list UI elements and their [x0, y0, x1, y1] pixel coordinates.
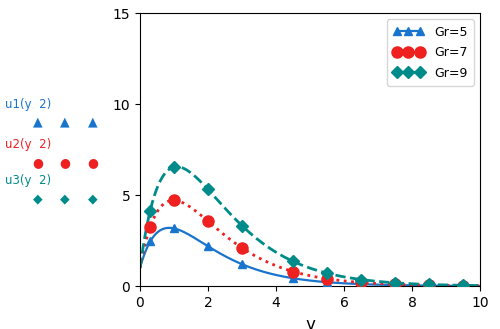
- Text: ◆: ◆: [88, 192, 98, 205]
- Text: ◆: ◆: [60, 192, 70, 205]
- Text: ▲: ▲: [60, 116, 70, 129]
- Text: ▲: ▲: [88, 116, 98, 129]
- X-axis label: y: y: [305, 316, 315, 329]
- Text: ◆: ◆: [32, 192, 42, 205]
- Text: ●: ●: [60, 156, 70, 169]
- Legend: Gr=5, Gr=7, Gr=9: Gr=5, Gr=7, Gr=9: [386, 19, 474, 86]
- Text: u1(y  2): u1(y 2): [5, 98, 52, 111]
- Text: ▲: ▲: [32, 116, 42, 129]
- Text: u3(y  2): u3(y 2): [5, 174, 51, 187]
- Text: ●: ●: [87, 156, 98, 169]
- Text: u2(y  2): u2(y 2): [5, 138, 52, 151]
- Text: ●: ●: [32, 156, 43, 169]
